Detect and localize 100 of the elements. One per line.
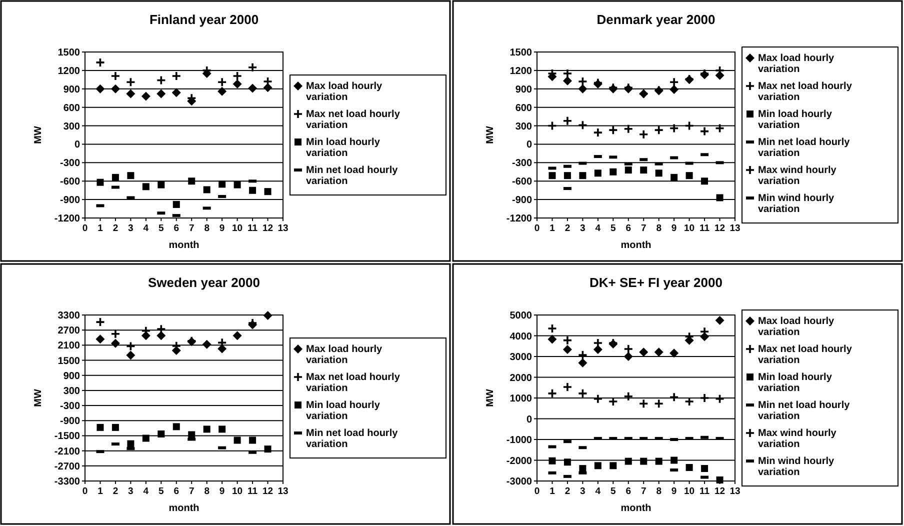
y-tick-label: -3300	[54, 476, 80, 488]
x-tick-label: 12	[262, 486, 274, 497]
legend-label: Min net load hourly variation	[306, 428, 398, 450]
legend-label: Max load hourly variation	[758, 316, 835, 338]
x-tick-label: 5	[610, 223, 617, 234]
y-tick-label: -2700	[54, 461, 80, 472]
x-tick-label: 11	[248, 486, 258, 497]
x-tick-label: 9	[671, 486, 677, 497]
x-tick-label: 3	[580, 486, 586, 497]
y-tick-label: 0	[74, 140, 80, 151]
x-tick-label: 13	[730, 486, 740, 497]
x-tick-label: 13	[278, 223, 288, 234]
x-tick-label: 0	[534, 223, 540, 234]
x-tick-label: 2	[564, 223, 570, 234]
y-tick-label: -1500	[54, 431, 80, 442]
x-tick-label: 6	[626, 486, 632, 497]
x-axis-title: month	[620, 240, 652, 251]
x-tick-label: 3	[128, 223, 134, 234]
x-tick-label: 0	[534, 486, 540, 497]
y-tick-label: -300	[512, 158, 532, 170]
y-tick-label: 300	[515, 121, 532, 132]
x-tick-label: 1	[550, 486, 556, 497]
y-tick-label: -1200	[506, 214, 532, 224]
x-tick-label: 10	[684, 223, 695, 234]
x-tick-label: 8	[656, 223, 662, 234]
x-tick-label: 3	[128, 486, 134, 497]
legend-label: Min net load hourly variation	[758, 400, 850, 422]
y-tick-label: 600	[515, 102, 532, 114]
x-tick-label: 11	[248, 223, 258, 234]
chart-title: Sweden year 2000	[148, 275, 260, 290]
x-tick-label: 8	[204, 223, 210, 234]
x-tick-label: 9	[671, 223, 677, 234]
y-tick-label: 1500	[510, 48, 532, 58]
y-tick-label: -3000	[506, 476, 532, 488]
legend-label: Max net load hourly variation	[758, 81, 852, 103]
x-tick-label: 2	[112, 486, 118, 497]
y-tick-label: -1000	[506, 435, 532, 446]
x-tick-label: 2	[564, 486, 570, 497]
y-tick-label: -900	[60, 416, 80, 428]
x-tick-label: 12	[714, 486, 726, 497]
legend-label: Max load hourly variation	[306, 344, 383, 366]
chart-title: DK+ SE+ FI year 2000	[590, 275, 722, 290]
legend-label: Max wind hourly variation	[758, 428, 837, 450]
x-tick-label: 8	[656, 486, 662, 497]
legend-label: Min net load hourly variation	[758, 137, 850, 159]
legend-label: Min wind hourly variation	[758, 193, 835, 215]
x-tick-label: 7	[640, 486, 646, 497]
x-tick-label: 11	[700, 223, 710, 234]
legend-label: Max wind hourly variation	[758, 165, 837, 187]
y-tick-label: 300	[63, 386, 80, 397]
y-tick-label: -2000	[506, 456, 532, 467]
x-tick-label: 12	[714, 223, 726, 234]
x-tick-label: 4	[595, 223, 602, 234]
x-tick-label: 12	[262, 223, 274, 234]
x-tick-label: 4	[595, 486, 602, 497]
y-tick-label: 300	[63, 121, 80, 132]
y-tick-label: -2100	[54, 446, 80, 458]
x-tick-label: 3	[580, 223, 586, 234]
x-axis-title: month	[620, 503, 652, 514]
y-tick-label: -300	[60, 401, 80, 412]
x-tick-label: 1	[98, 223, 104, 234]
x-tick-label: 7	[188, 223, 194, 234]
x-tick-label: 1	[98, 486, 104, 497]
legend-label: Max net load hourly variation	[758, 344, 852, 366]
x-tick-label: 4	[143, 486, 150, 497]
x-tick-label: 0	[82, 223, 88, 234]
y-tick-label: 3300	[58, 310, 80, 322]
x-tick-label: 7	[640, 223, 646, 234]
y-tick-label: 900	[63, 84, 80, 96]
x-tick-label: 6	[626, 223, 632, 234]
y-axis-title: MW	[485, 388, 496, 407]
y-tick-label: 5000	[510, 310, 532, 322]
x-tick-label: 5	[158, 486, 165, 497]
legend-label: Min load hourly variation	[758, 372, 832, 394]
chart-title: Denmark year 2000	[596, 12, 716, 27]
y-axis-title: MW	[33, 126, 44, 144]
x-tick-label: 11	[700, 486, 710, 497]
y-axis-title: MW	[485, 126, 496, 144]
y-tick-label: 1500	[58, 356, 80, 367]
y-tick-label: 1200	[510, 66, 532, 77]
x-tick-label: 4	[143, 223, 150, 234]
y-tick-label: 1200	[58, 66, 80, 77]
x-tick-label: 13	[730, 223, 740, 234]
x-tick-label: 7	[188, 486, 194, 497]
x-tick-label: 13	[278, 486, 288, 497]
x-tick-label: 5	[610, 486, 617, 497]
legend-label: Min load hourly variation	[306, 400, 380, 422]
y-tick-label: 1000	[510, 394, 532, 404]
y-tick-label: 900	[515, 84, 532, 96]
legend-label: Min load hourly variation	[758, 109, 832, 131]
y-tick-label: -600	[512, 176, 532, 188]
x-tick-label: 8	[204, 486, 210, 497]
y-tick-label: -300	[60, 158, 80, 170]
x-axis-title: month	[168, 240, 200, 251]
legend-label: Max load hourly variation	[306, 81, 383, 103]
y-tick-label: -900	[60, 195, 80, 206]
x-tick-label: 5	[158, 223, 165, 234]
x-axis-title: month	[168, 503, 200, 514]
x-tick-label: 2	[112, 223, 118, 234]
x-tick-label: 6	[174, 486, 180, 497]
